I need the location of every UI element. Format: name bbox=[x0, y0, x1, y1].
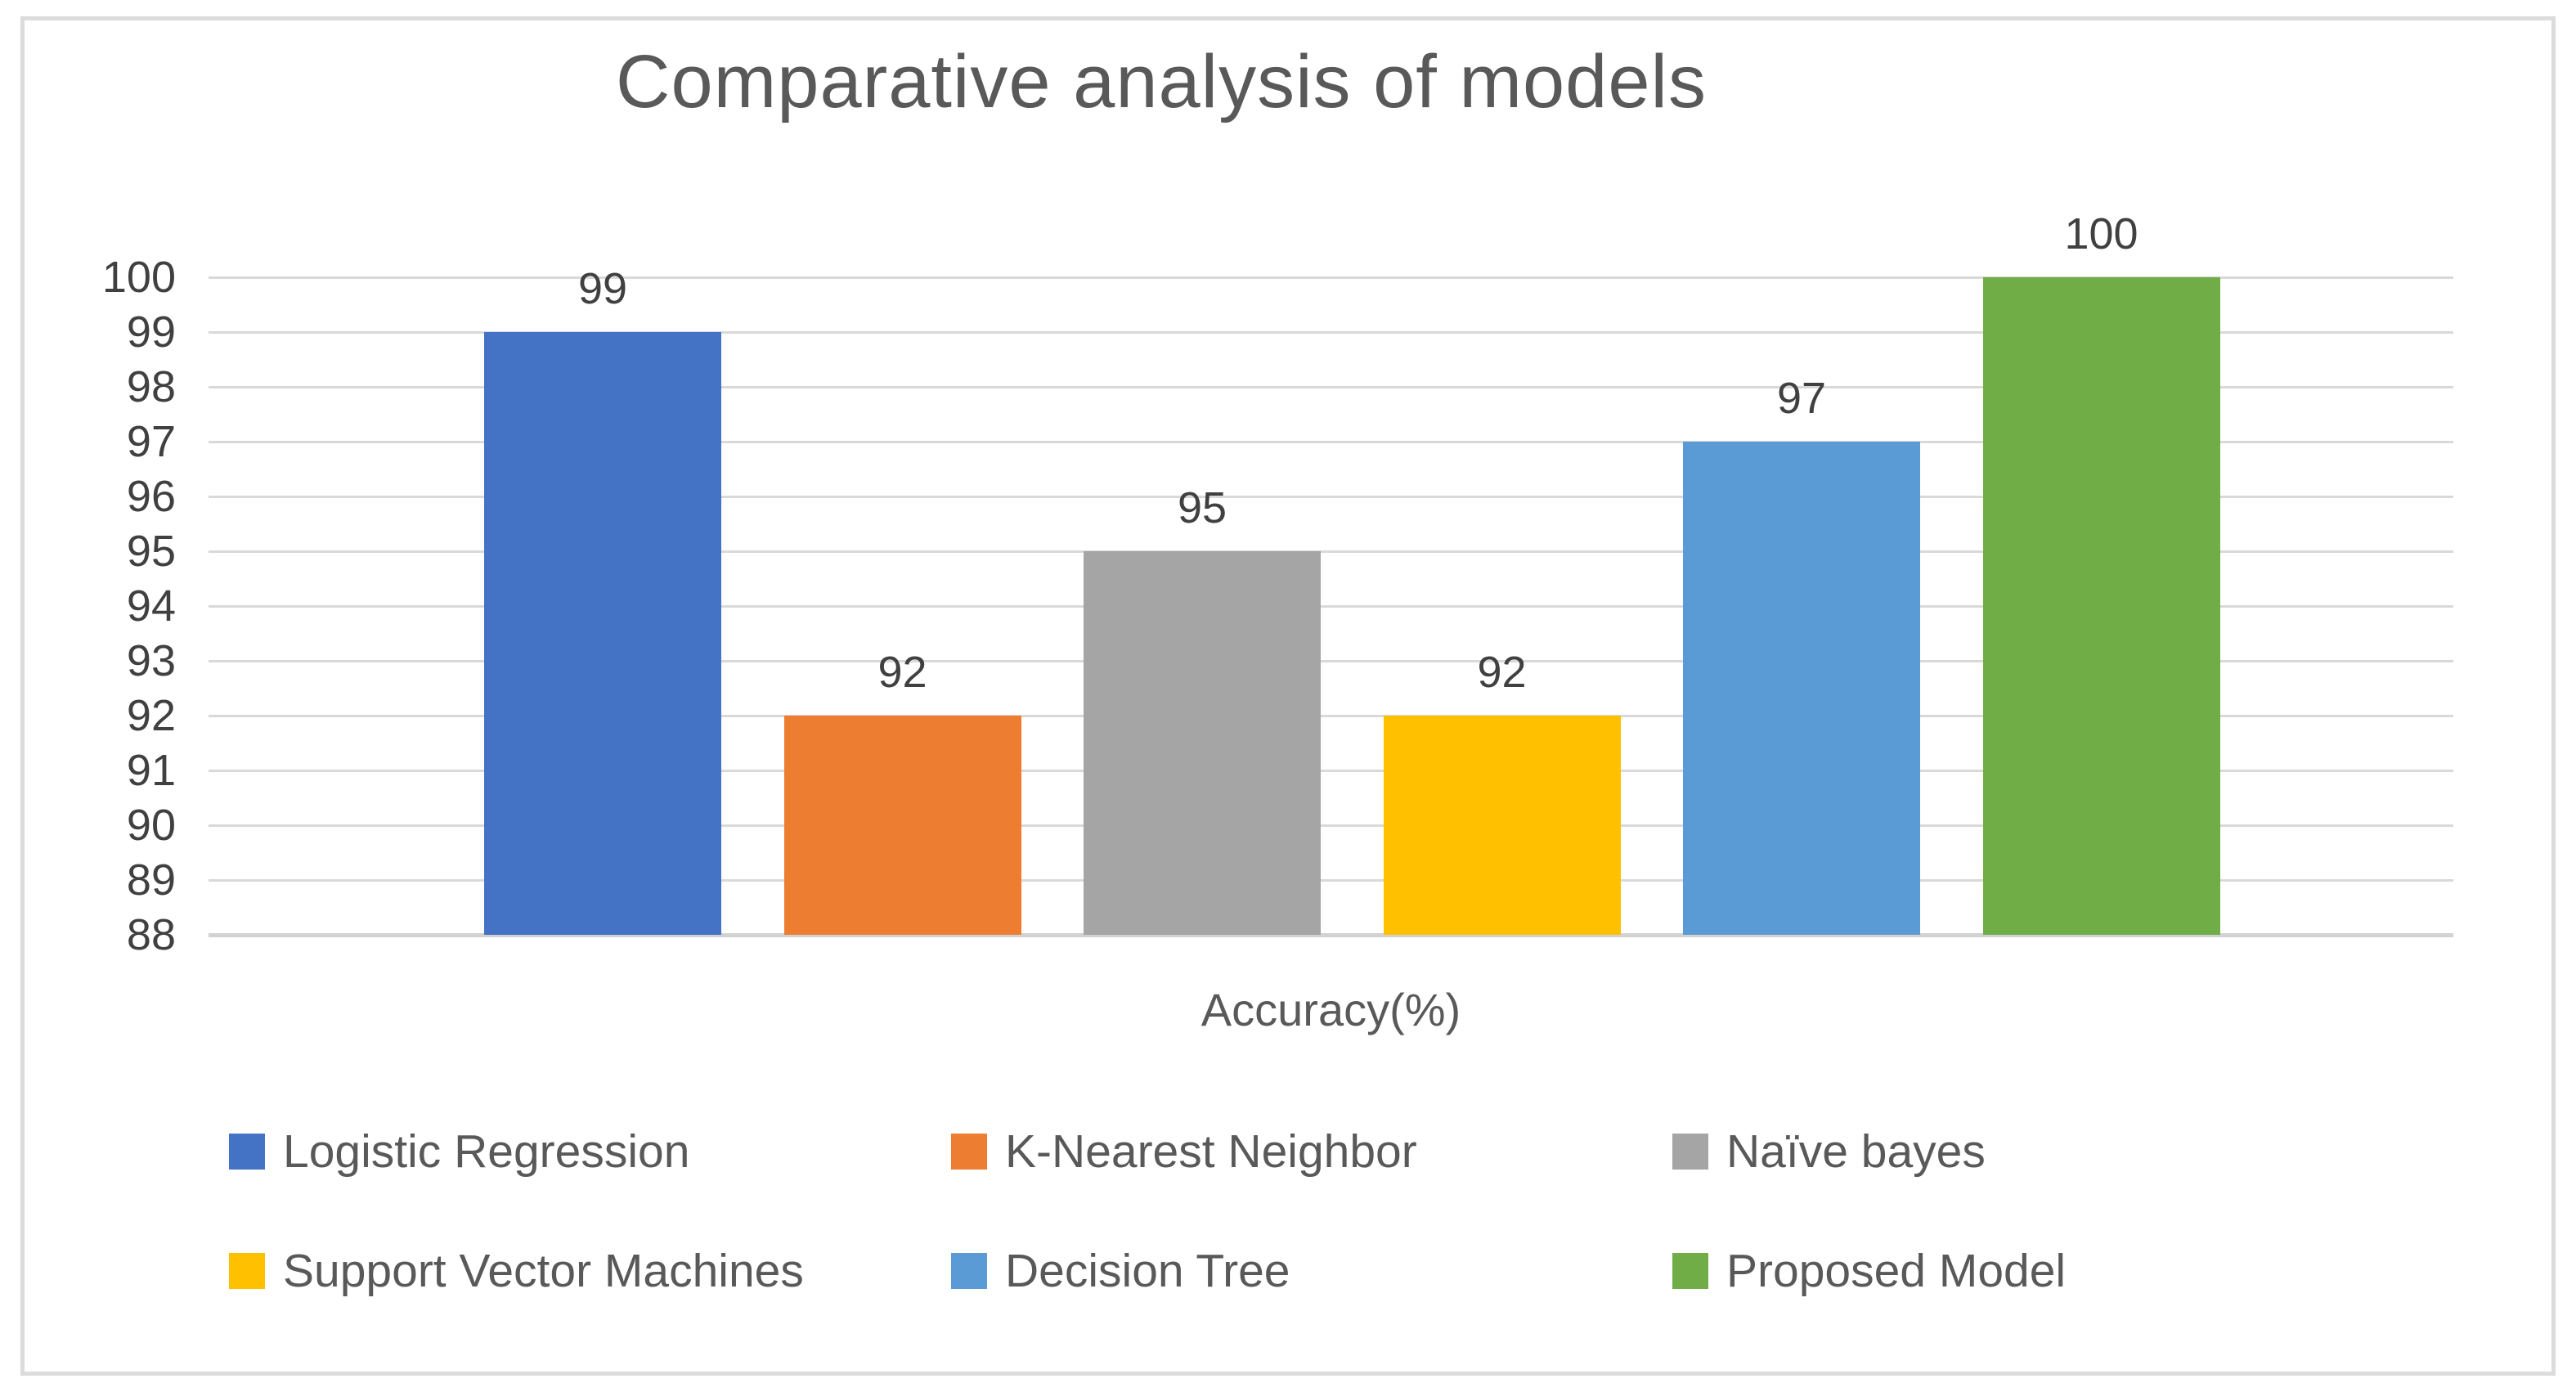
y-tick-label-96: 96 bbox=[126, 472, 176, 521]
gridline-93 bbox=[209, 659, 2453, 662]
legend-label: Support Vector Machines bbox=[283, 1245, 804, 1297]
bar-value-label-decision-tree: 97 bbox=[1776, 374, 1827, 423]
gridline-96 bbox=[209, 495, 2453, 498]
bar-value-label-k-nearest-neighbor: 92 bbox=[877, 648, 927, 697]
bar-value-label-na-ve-bayes: 95 bbox=[1177, 483, 1227, 532]
legend-item-decision-tree: Decision Tree bbox=[951, 1242, 1290, 1300]
bar-support-vector-machines bbox=[1383, 716, 1621, 935]
y-tick-label-93: 93 bbox=[126, 636, 176, 685]
chart-title: Comparative analysis of models bbox=[616, 40, 1707, 123]
gridline-100 bbox=[209, 276, 2453, 279]
legend-item-logistic-regression: Logistic Regression bbox=[229, 1122, 689, 1181]
bar-na-ve-bayes bbox=[1084, 551, 1321, 935]
y-tick-label-94: 94 bbox=[126, 581, 176, 631]
legend-label: K-Nearest Neighbor bbox=[1005, 1125, 1417, 1178]
legend-label: Proposed Model bbox=[1726, 1245, 2067, 1297]
bar-decision-tree bbox=[1683, 442, 1920, 935]
gridline-92 bbox=[209, 714, 2453, 717]
legend-label: Logistic Regression bbox=[283, 1125, 690, 1178]
legend-item-k-nearest-neighbor: K-Nearest Neighbor bbox=[951, 1122, 1417, 1181]
y-tick-label-91: 91 bbox=[126, 746, 176, 795]
legend-swatch-icon bbox=[229, 1253, 265, 1289]
bar-proposed-model bbox=[1982, 277, 2220, 935]
y-tick-label-88: 88 bbox=[126, 910, 176, 959]
x-axis-label: Accuracy(%) bbox=[1200, 984, 1461, 1035]
bar-value-label-support-vector-machines: 92 bbox=[1477, 648, 1527, 697]
x-axis-line bbox=[209, 933, 2453, 937]
y-tick-label-99: 99 bbox=[126, 308, 176, 357]
legend-swatch-icon bbox=[1672, 1134, 1708, 1170]
y-tick-label-89: 89 bbox=[126, 855, 176, 905]
legend-swatch-icon bbox=[951, 1253, 987, 1289]
bar-k-nearest-neighbor bbox=[783, 716, 1021, 935]
gridline-90 bbox=[209, 824, 2453, 827]
gridline-91 bbox=[209, 769, 2453, 772]
gridline-99 bbox=[209, 330, 2453, 334]
bar-value-label-proposed-model: 100 bbox=[2064, 209, 2138, 258]
gridline-89 bbox=[209, 878, 2453, 882]
gridline-95 bbox=[209, 550, 2453, 553]
legend-item-proposed-model: Proposed Model bbox=[1672, 1242, 2066, 1300]
bar-logistic-regression bbox=[484, 332, 721, 935]
gridline-98 bbox=[209, 385, 2453, 388]
y-tick-label-100: 100 bbox=[101, 253, 176, 302]
legend-label: Naïve bayes bbox=[1726, 1125, 1986, 1178]
y-tick-label-95: 95 bbox=[126, 527, 176, 576]
legend-swatch-icon bbox=[1672, 1253, 1708, 1289]
legend-item-support-vector-machines: Support Vector Machines bbox=[229, 1242, 804, 1300]
y-tick-label-92: 92 bbox=[126, 691, 176, 740]
bar-value-label-logistic-regression: 99 bbox=[577, 264, 628, 313]
gridline-94 bbox=[209, 604, 2453, 608]
legend-item-na-ve-bayes: Naïve bayes bbox=[1672, 1122, 1986, 1181]
gridline-97 bbox=[209, 440, 2453, 443]
legend-swatch-icon bbox=[951, 1134, 987, 1170]
y-tick-label-90: 90 bbox=[126, 801, 176, 850]
legend-swatch-icon bbox=[229, 1134, 265, 1170]
y-tick-label-97: 97 bbox=[126, 417, 176, 466]
legend-label: Decision Tree bbox=[1005, 1245, 1290, 1297]
y-tick-label-98: 98 bbox=[126, 362, 176, 411]
